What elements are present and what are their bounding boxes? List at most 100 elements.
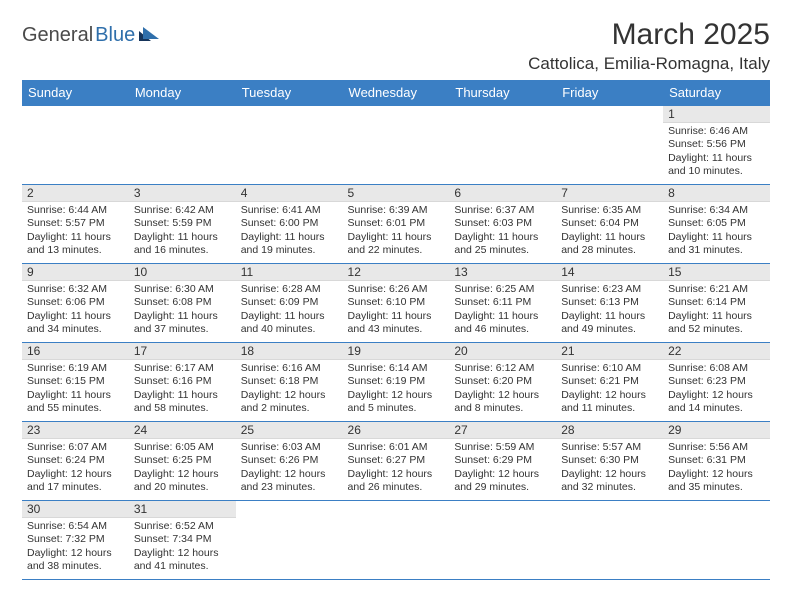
calendar-week-row: 1Sunrise: 6:46 AMSunset: 5:56 PMDaylight…: [22, 106, 770, 185]
header: GeneralBlue March 2025 Cattolica, Emilia…: [22, 18, 770, 74]
calendar-day-cell: 24Sunrise: 6:05 AMSunset: 6:25 PMDayligh…: [129, 422, 236, 501]
weekday-header: Tuesday: [236, 80, 343, 106]
calendar-day-cell: 23Sunrise: 6:07 AMSunset: 6:24 PMDayligh…: [22, 422, 129, 501]
day-details: Sunrise: 6:34 AMSunset: 6:05 PMDaylight:…: [663, 202, 770, 261]
calendar-day-cell: 25Sunrise: 6:03 AMSunset: 6:26 PMDayligh…: [236, 422, 343, 501]
calendar-week-row: 23Sunrise: 6:07 AMSunset: 6:24 PMDayligh…: [22, 422, 770, 501]
day-number: 25: [236, 422, 343, 439]
weekday-header: Sunday: [22, 80, 129, 106]
calendar-empty-cell: [663, 501, 770, 580]
calendar-empty-cell: [129, 106, 236, 185]
calendar-day-cell: 5Sunrise: 6:39 AMSunset: 6:01 PMDaylight…: [343, 185, 450, 264]
day-details: Sunrise: 6:44 AMSunset: 5:57 PMDaylight:…: [22, 202, 129, 261]
calendar-empty-cell: [556, 106, 663, 185]
day-details: Sunrise: 6:41 AMSunset: 6:00 PMDaylight:…: [236, 202, 343, 261]
calendar-day-cell: 11Sunrise: 6:28 AMSunset: 6:09 PMDayligh…: [236, 264, 343, 343]
day-number: 23: [22, 422, 129, 439]
calendar-empty-cell: [449, 501, 556, 580]
calendar-day-cell: 16Sunrise: 6:19 AMSunset: 6:15 PMDayligh…: [22, 343, 129, 422]
logo-text-blue: Blue: [95, 24, 135, 47]
calendar-page: GeneralBlue March 2025 Cattolica, Emilia…: [0, 0, 792, 598]
calendar-day-cell: 17Sunrise: 6:17 AMSunset: 6:16 PMDayligh…: [129, 343, 236, 422]
location-subtitle: Cattolica, Emilia-Romagna, Italy: [528, 54, 770, 74]
calendar-day-cell: 31Sunrise: 6:52 AMSunset: 7:34 PMDayligh…: [129, 501, 236, 580]
day-number: 6: [449, 185, 556, 202]
day-number: 30: [22, 501, 129, 518]
day-details: Sunrise: 6:21 AMSunset: 6:14 PMDaylight:…: [663, 281, 770, 340]
day-number: 3: [129, 185, 236, 202]
day-number: 29: [663, 422, 770, 439]
day-number: 5: [343, 185, 450, 202]
calendar-empty-cell: [22, 106, 129, 185]
calendar-day-cell: 22Sunrise: 6:08 AMSunset: 6:23 PMDayligh…: [663, 343, 770, 422]
day-number: 4: [236, 185, 343, 202]
day-number: 16: [22, 343, 129, 360]
day-number: 27: [449, 422, 556, 439]
calendar-day-cell: 28Sunrise: 5:57 AMSunset: 6:30 PMDayligh…: [556, 422, 663, 501]
day-details: Sunrise: 5:56 AMSunset: 6:31 PMDaylight:…: [663, 439, 770, 498]
day-number: 24: [129, 422, 236, 439]
day-details: Sunrise: 6:19 AMSunset: 6:15 PMDaylight:…: [22, 360, 129, 419]
day-number: 13: [449, 264, 556, 281]
day-number: 17: [129, 343, 236, 360]
day-number: 8: [663, 185, 770, 202]
calendar-day-cell: 14Sunrise: 6:23 AMSunset: 6:13 PMDayligh…: [556, 264, 663, 343]
calendar-body: 1Sunrise: 6:46 AMSunset: 5:56 PMDaylight…: [22, 106, 770, 580]
day-number: 2: [22, 185, 129, 202]
calendar-day-cell: 9Sunrise: 6:32 AMSunset: 6:06 PMDaylight…: [22, 264, 129, 343]
weekday-header: Wednesday: [343, 80, 450, 106]
logo-text-general: General: [22, 24, 93, 47]
day-details: Sunrise: 6:10 AMSunset: 6:21 PMDaylight:…: [556, 360, 663, 419]
calendar-day-cell: 21Sunrise: 6:10 AMSunset: 6:21 PMDayligh…: [556, 343, 663, 422]
day-number: 14: [556, 264, 663, 281]
day-number: 10: [129, 264, 236, 281]
calendar-empty-cell: [343, 106, 450, 185]
day-details: Sunrise: 6:01 AMSunset: 6:27 PMDaylight:…: [343, 439, 450, 498]
day-number: 28: [556, 422, 663, 439]
calendar-day-cell: 29Sunrise: 5:56 AMSunset: 6:31 PMDayligh…: [663, 422, 770, 501]
calendar-day-cell: 3Sunrise: 6:42 AMSunset: 5:59 PMDaylight…: [129, 185, 236, 264]
calendar-table: SundayMondayTuesdayWednesdayThursdayFrid…: [22, 80, 770, 580]
calendar-day-cell: 18Sunrise: 6:16 AMSunset: 6:18 PMDayligh…: [236, 343, 343, 422]
day-details: Sunrise: 6:32 AMSunset: 6:06 PMDaylight:…: [22, 281, 129, 340]
day-details: Sunrise: 6:37 AMSunset: 6:03 PMDaylight:…: [449, 202, 556, 261]
day-details: Sunrise: 6:42 AMSunset: 5:59 PMDaylight:…: [129, 202, 236, 261]
day-details: Sunrise: 6:35 AMSunset: 6:04 PMDaylight:…: [556, 202, 663, 261]
day-number: 19: [343, 343, 450, 360]
day-details: Sunrise: 6:30 AMSunset: 6:08 PMDaylight:…: [129, 281, 236, 340]
day-details: Sunrise: 6:26 AMSunset: 6:10 PMDaylight:…: [343, 281, 450, 340]
calendar-empty-cell: [236, 106, 343, 185]
calendar-day-cell: 13Sunrise: 6:25 AMSunset: 6:11 PMDayligh…: [449, 264, 556, 343]
calendar-day-cell: 7Sunrise: 6:35 AMSunset: 6:04 PMDaylight…: [556, 185, 663, 264]
day-details: Sunrise: 6:54 AMSunset: 7:32 PMDaylight:…: [22, 518, 129, 577]
logo-flag-icon: [139, 25, 161, 46]
calendar-week-row: 9Sunrise: 6:32 AMSunset: 6:06 PMDaylight…: [22, 264, 770, 343]
day-details: Sunrise: 6:23 AMSunset: 6:13 PMDaylight:…: [556, 281, 663, 340]
calendar-empty-cell: [236, 501, 343, 580]
day-number: 21: [556, 343, 663, 360]
calendar-day-cell: 10Sunrise: 6:30 AMSunset: 6:08 PMDayligh…: [129, 264, 236, 343]
day-details: Sunrise: 6:17 AMSunset: 6:16 PMDaylight:…: [129, 360, 236, 419]
calendar-day-cell: 12Sunrise: 6:26 AMSunset: 6:10 PMDayligh…: [343, 264, 450, 343]
day-details: Sunrise: 6:46 AMSunset: 5:56 PMDaylight:…: [663, 123, 770, 182]
calendar-week-row: 30Sunrise: 6:54 AMSunset: 7:32 PMDayligh…: [22, 501, 770, 580]
calendar-day-cell: 26Sunrise: 6:01 AMSunset: 6:27 PMDayligh…: [343, 422, 450, 501]
calendar-day-cell: 8Sunrise: 6:34 AMSunset: 6:05 PMDaylight…: [663, 185, 770, 264]
calendar-day-cell: 6Sunrise: 6:37 AMSunset: 6:03 PMDaylight…: [449, 185, 556, 264]
day-details: Sunrise: 6:39 AMSunset: 6:01 PMDaylight:…: [343, 202, 450, 261]
day-details: Sunrise: 6:08 AMSunset: 6:23 PMDaylight:…: [663, 360, 770, 419]
title-block: March 2025 Cattolica, Emilia-Romagna, It…: [528, 18, 770, 74]
day-details: Sunrise: 6:12 AMSunset: 6:20 PMDaylight:…: [449, 360, 556, 419]
calendar-day-cell: 2Sunrise: 6:44 AMSunset: 5:57 PMDaylight…: [22, 185, 129, 264]
weekday-header: Saturday: [663, 80, 770, 106]
calendar-day-cell: 4Sunrise: 6:41 AMSunset: 6:00 PMDaylight…: [236, 185, 343, 264]
day-details: Sunrise: 6:28 AMSunset: 6:09 PMDaylight:…: [236, 281, 343, 340]
day-details: Sunrise: 6:16 AMSunset: 6:18 PMDaylight:…: [236, 360, 343, 419]
calendar-day-cell: 30Sunrise: 6:54 AMSunset: 7:32 PMDayligh…: [22, 501, 129, 580]
day-number: 31: [129, 501, 236, 518]
calendar-empty-cell: [343, 501, 450, 580]
day-number: 20: [449, 343, 556, 360]
calendar-week-row: 2Sunrise: 6:44 AMSunset: 5:57 PMDaylight…: [22, 185, 770, 264]
weekday-header: Thursday: [449, 80, 556, 106]
calendar-day-cell: 27Sunrise: 5:59 AMSunset: 6:29 PMDayligh…: [449, 422, 556, 501]
